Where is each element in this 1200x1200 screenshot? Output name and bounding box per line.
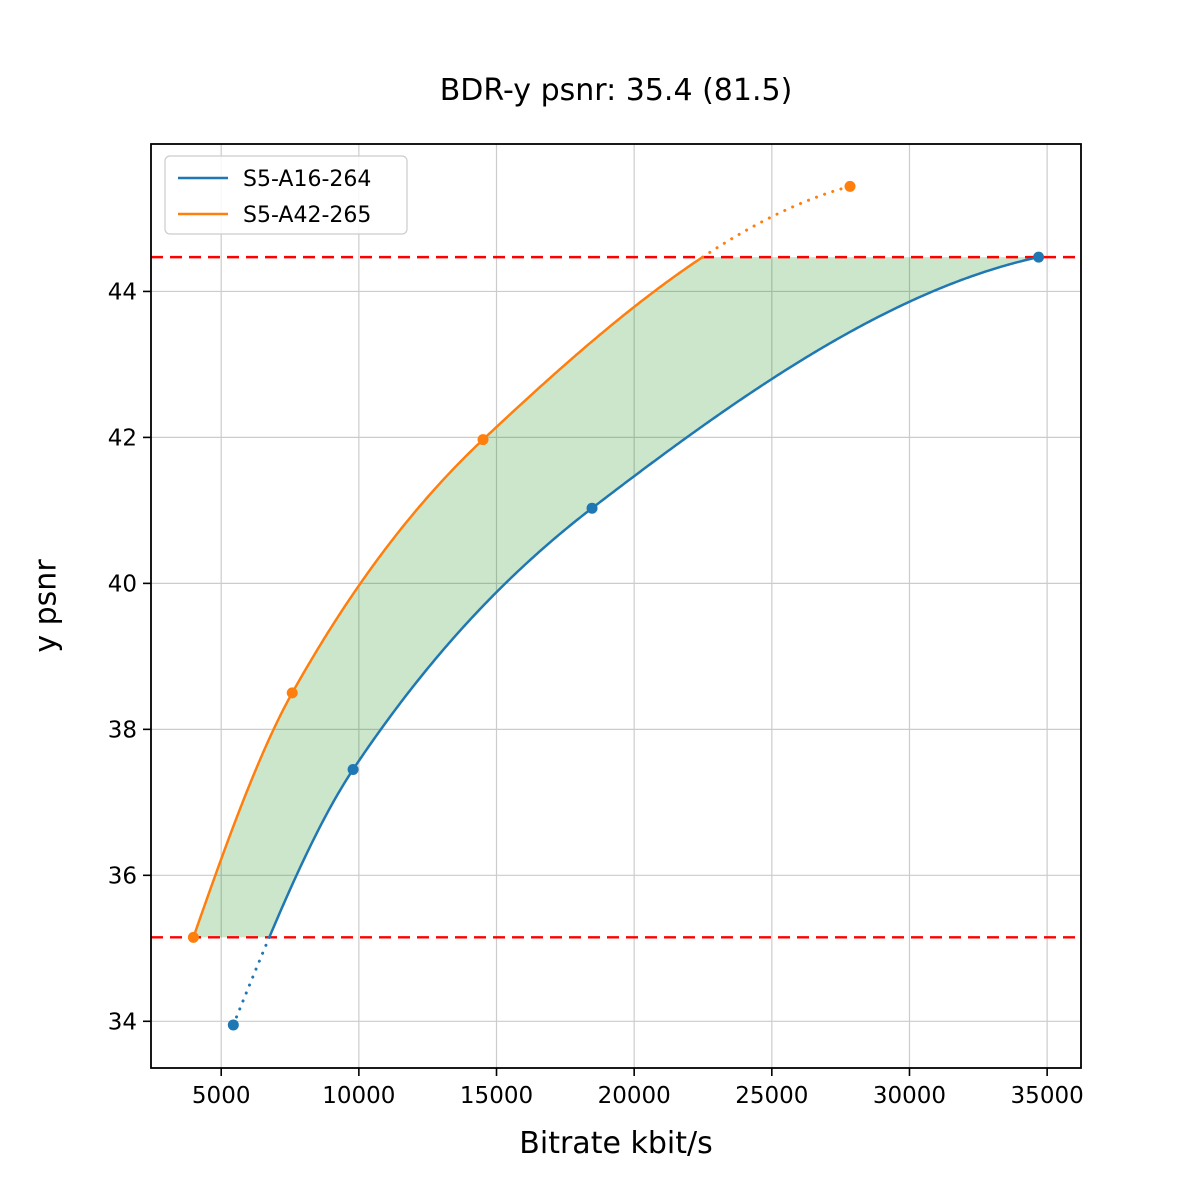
data-point-marker — [227, 1019, 239, 1031]
data-point-marker — [477, 434, 489, 446]
chart-title: BDR-y psnr: 35.4 (81.5) — [439, 73, 793, 108]
series-line — [268, 255, 1040, 939]
data-point-marker — [286, 687, 298, 699]
series-dotted-line — [231, 935, 271, 1027]
x-tick-label: 30000 — [873, 1083, 946, 1109]
y-tick-label: 44 — [108, 279, 137, 305]
y-tick-label: 38 — [108, 717, 137, 743]
data-point-marker — [1033, 251, 1045, 263]
series-dotted-line — [701, 184, 852, 259]
data-point-marker — [844, 180, 856, 192]
x-axis-label: Bitrate kbit/s — [519, 1126, 713, 1161]
data-point-marker — [187, 931, 199, 943]
x-tick-label: 35000 — [1011, 1083, 1084, 1109]
x-tick-label: 5000 — [192, 1083, 251, 1109]
plot-border — [150, 143, 1082, 1069]
bd-rate-region-fill — [193, 257, 1039, 938]
x-tick-label: 15000 — [460, 1083, 533, 1109]
legend-label: S5-A42-265 — [243, 203, 371, 228]
x-tick-label: 20000 — [598, 1083, 671, 1109]
data-point-marker — [586, 502, 598, 514]
legend-label: S5-A16-264 — [243, 167, 371, 192]
series-line — [192, 255, 704, 939]
data-point-marker — [347, 763, 359, 775]
y-tick-label: 42 — [108, 425, 137, 451]
y-tick-label: 34 — [108, 1009, 137, 1035]
x-tick-label: 10000 — [322, 1083, 395, 1109]
x-tick-label: 25000 — [735, 1083, 808, 1109]
y-tick-label: 36 — [108, 863, 137, 889]
y-tick-label: 40 — [108, 571, 137, 597]
